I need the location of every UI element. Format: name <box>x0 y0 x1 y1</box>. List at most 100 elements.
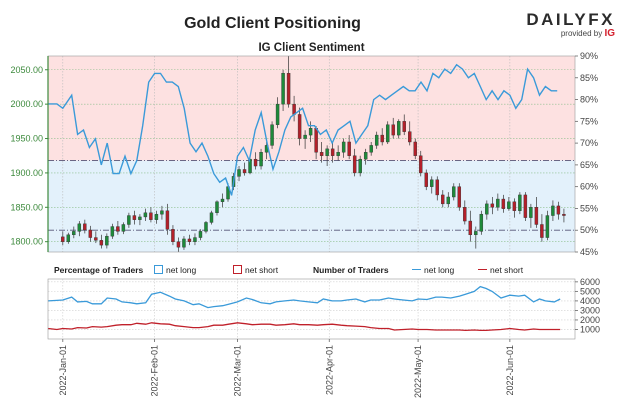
candle-body <box>374 134 379 146</box>
candle-body <box>308 128 313 136</box>
traders-net-long-line <box>47 285 561 309</box>
price-tick-label: 1850.00 <box>10 202 43 212</box>
candle-body <box>496 198 500 208</box>
candle-body <box>198 231 203 238</box>
traders-tick-label: 6000 <box>580 277 600 287</box>
pct-tick-label: 85% <box>580 73 598 83</box>
pct-tick-label: 55% <box>580 203 598 213</box>
date-tick-label: 2022-Jun-01 <box>505 345 515 396</box>
candle-body <box>551 205 555 216</box>
candle-body <box>121 224 126 232</box>
candle-body <box>463 207 467 222</box>
main-axes: 1800.00 1850.00 1900.00 1950.00 2000.00 2050.… <box>10 51 598 257</box>
candle-body <box>562 213 566 216</box>
candle-body <box>446 196 450 205</box>
candle-body <box>485 203 489 215</box>
price-tick-label: 1800.00 <box>10 237 43 247</box>
date-tick-label: 2022-Apr-01 <box>324 345 334 395</box>
traders-tick-label: 4000 <box>580 296 600 306</box>
candle-body <box>253 158 258 167</box>
date-tick-label: 2022-May-01 <box>413 345 423 398</box>
candle-body <box>430 179 434 187</box>
legend-num-title: Number of Traders <box>313 265 389 275</box>
candle-body <box>270 124 274 146</box>
candle-body <box>556 205 561 215</box>
pct-tick-label: 80% <box>580 95 598 105</box>
candle-body <box>468 220 473 236</box>
date-axis: 2022-Jan-01 2022-Feb-01 2022-Mar-01 2022-Ap… <box>58 339 515 398</box>
brand-ig-text: IG <box>604 28 615 39</box>
candle-body <box>99 240 104 246</box>
candle-body <box>441 194 445 205</box>
candle-body <box>402 121 406 132</box>
candle-body <box>286 72 291 105</box>
candle-body <box>385 124 390 143</box>
pct-long-line <box>48 63 558 196</box>
candle-body <box>237 169 241 177</box>
pct-tick-label: 50% <box>580 225 598 235</box>
candle-body <box>413 141 417 156</box>
candle-body <box>259 152 263 167</box>
traders-gridlines <box>48 279 575 339</box>
candle-body <box>518 194 522 211</box>
candle-body <box>325 148 329 156</box>
candle-body <box>105 235 109 246</box>
candle-body <box>479 213 484 232</box>
candle-body <box>61 236 65 242</box>
date-tick-label: 2022-Mar-01 <box>232 345 242 397</box>
brand-logo: DAILYFX provided by IG <box>526 10 615 39</box>
pct-tick-label: 65% <box>580 160 598 170</box>
candle-body <box>540 224 544 238</box>
chart-subtitle: IG Client Sentiment <box>258 42 365 54</box>
candle-body <box>132 215 137 220</box>
legend-short-swatch <box>233 265 242 274</box>
candle-body <box>347 141 351 156</box>
candle-body <box>182 238 186 248</box>
candle-body <box>391 124 395 136</box>
candle-body <box>77 223 82 232</box>
candle-body <box>534 207 539 225</box>
candle-body <box>242 169 247 174</box>
legend-short-line <box>478 269 487 270</box>
candle-body <box>171 229 175 242</box>
legend-pct-long: net long <box>154 265 196 275</box>
price-tick-label: 1950.00 <box>10 134 43 144</box>
candle-body <box>138 216 142 220</box>
net-long-zone <box>48 56 575 161</box>
candle-body <box>204 222 208 232</box>
pct-tick-label: 90% <box>580 51 598 61</box>
legend-pct-short: net short <box>233 265 278 275</box>
brand-logo-text: DAILYFX <box>526 10 615 29</box>
candle-body <box>523 194 528 218</box>
candle-body <box>66 234 71 242</box>
candle-body <box>281 72 285 105</box>
candle-body <box>545 215 550 238</box>
candle-body <box>319 152 324 156</box>
candle-body <box>154 213 159 220</box>
candle-body <box>457 186 462 208</box>
date-tick-label: 2022-Feb-01 <box>150 345 160 397</box>
chart-title: Gold Client Positioning <box>184 15 361 32</box>
pct-tick-label: 70% <box>580 138 598 148</box>
traders-tick-label: 2000 <box>580 315 600 325</box>
candle-body <box>220 198 225 202</box>
candle-body <box>215 201 219 214</box>
brand-provided-by: provided by IG <box>526 28 615 39</box>
candle-body <box>149 212 153 220</box>
candle-body <box>314 128 318 153</box>
candle-body <box>94 237 98 241</box>
candle-body <box>408 131 412 143</box>
brand-provided-text: provided by <box>560 29 603 38</box>
pct-tick-label: 75% <box>580 116 598 126</box>
candle-body <box>88 229 93 238</box>
pct-tick-label: 45% <box>580 247 598 257</box>
candle-body <box>209 212 214 223</box>
pct-tick-label: 60% <box>580 182 598 192</box>
candle-body <box>490 203 495 208</box>
candle-body <box>303 134 307 139</box>
traders-net-short-line <box>47 322 561 332</box>
candle-body <box>165 210 170 230</box>
candle-body <box>397 121 401 136</box>
